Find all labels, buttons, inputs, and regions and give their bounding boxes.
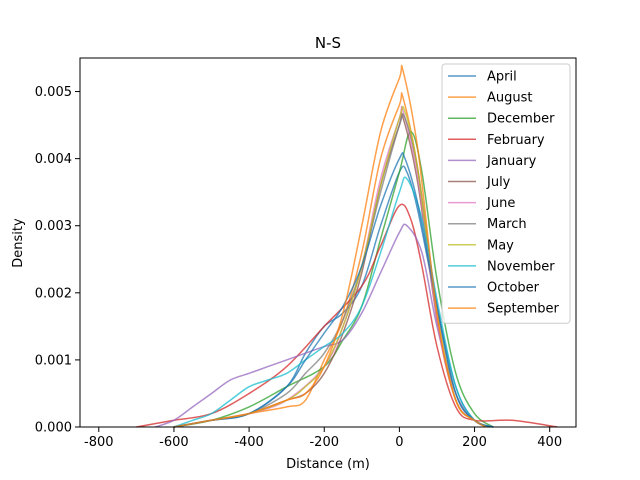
chart-title: N-S <box>315 34 341 52</box>
x-tick-label: -800 <box>84 435 114 450</box>
legend-label: December <box>487 112 555 127</box>
x-tick-label: 200 <box>462 435 487 450</box>
legend-label: May <box>487 238 514 253</box>
x-tick-label: 0 <box>395 435 403 450</box>
legend-label: August <box>487 91 533 106</box>
legend-label: June <box>486 196 515 211</box>
legend-label: November <box>487 259 555 274</box>
legend-label: February <box>487 133 545 148</box>
legend-label: October <box>487 281 540 296</box>
x-axis-label: Distance (m) <box>286 457 370 472</box>
legend-label: January <box>486 154 537 169</box>
series-line-february <box>136 203 558 428</box>
y-axis: 0.000 0.001 0.002 0.003 0.004 0.005 <box>35 85 80 436</box>
x-tick-label: -200 <box>309 435 339 450</box>
y-tick-label: 0.004 <box>35 152 72 167</box>
y-tick-label: 0.001 <box>35 353 72 368</box>
series-line-september <box>173 64 487 428</box>
series-line-november <box>173 176 494 428</box>
series-layer <box>136 64 558 428</box>
series-line-december <box>173 131 494 428</box>
y-tick-label: 0.002 <box>35 286 72 301</box>
x-tick-label: -600 <box>159 435 189 450</box>
x-axis: -800 -600 -400 -200 0 200 400 <box>84 427 562 450</box>
legend-label: September <box>487 302 560 317</box>
legend-label: July <box>486 175 511 190</box>
legend: April August December February January July Ju… <box>441 63 571 324</box>
legend-label: March <box>487 217 527 232</box>
legend-box <box>441 63 571 324</box>
series-line-october <box>173 152 494 428</box>
y-axis-label: Density <box>11 218 26 268</box>
y-tick-label: 0.000 <box>35 421 72 436</box>
y-tick-label: 0.005 <box>35 85 72 100</box>
x-tick-label: 400 <box>537 435 562 450</box>
x-tick-label: -400 <box>234 435 264 450</box>
plot-frame <box>79 57 577 428</box>
y-tick-label: 0.003 <box>35 219 72 234</box>
legend-label: April <box>487 70 517 85</box>
